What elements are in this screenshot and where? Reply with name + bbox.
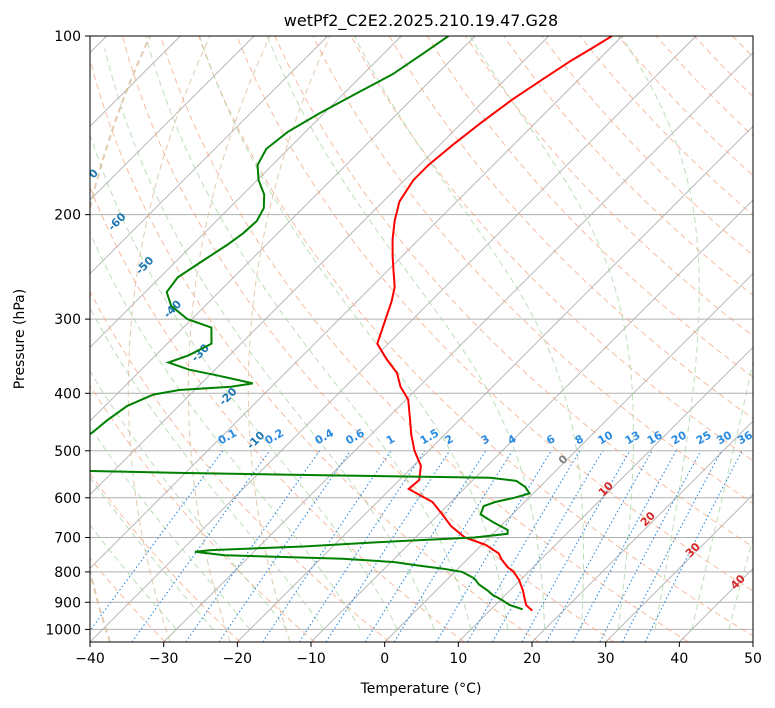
moist-adiabat-line bbox=[621, 36, 700, 630]
mixing-ratio-line bbox=[131, 450, 271, 642]
x-tick-label: −40 bbox=[75, 651, 105, 667]
dry-adiabat-line bbox=[503, 36, 753, 296]
x-tick-label: 50 bbox=[744, 651, 762, 667]
dry-adiabat-line bbox=[90, 472, 241, 642]
mixing-ratio-line bbox=[218, 450, 351, 642]
mixing-ratio-line bbox=[262, 450, 392, 642]
x-axis-label: Temperature (°C) bbox=[360, 681, 482, 697]
mixing-ratio-line bbox=[599, 450, 702, 642]
y-tick-label: 200 bbox=[54, 208, 81, 224]
dry-adiabat-line bbox=[388, 36, 753, 420]
plot-frame bbox=[89, 35, 754, 643]
isotherm-line bbox=[237, 125, 753, 642]
profile-lines bbox=[90, 36, 613, 612]
dry-adiabat-line bbox=[121, 36, 614, 642]
x-tick-label: 30 bbox=[597, 651, 615, 667]
thetae-line bbox=[90, 36, 151, 642]
x-tick-label: 0 bbox=[380, 651, 389, 667]
y-tick-label: 400 bbox=[54, 386, 81, 402]
moist-adiabat-line bbox=[266, 36, 546, 630]
x-tick-label: −10 bbox=[296, 651, 326, 667]
x-tick-label: 20 bbox=[523, 651, 541, 667]
thetae-line bbox=[247, 36, 331, 642]
x-axis: −40 −30 −20 −10 0 10 20 30 40 50 bbox=[75, 642, 762, 667]
y-axis: 100 200 300 400 500 600 700 800 900 1000 bbox=[45, 29, 90, 638]
isotherm-line bbox=[90, 36, 328, 275]
y-tick-label: 900 bbox=[54, 595, 81, 611]
mixing-ratio-line bbox=[325, 450, 451, 642]
isotherm-line bbox=[90, 36, 623, 569]
dry-adiabat-line bbox=[426, 36, 753, 378]
thetae-line bbox=[127, 36, 211, 642]
mixing-ratio-line bbox=[298, 450, 426, 642]
isotherm-line bbox=[458, 346, 753, 642]
mixing-ratio-label: 36 bbox=[735, 428, 755, 447]
isotherm-line bbox=[605, 494, 753, 642]
dry-adiabat-line bbox=[465, 36, 753, 337]
mixing-ratio-line bbox=[185, 450, 321, 642]
moist-adiabat-line bbox=[90, 306, 325, 630]
temperature-line bbox=[376, 36, 613, 612]
moist-adiabat-line bbox=[199, 36, 509, 630]
isotherm-line bbox=[90, 36, 476, 422]
y-tick-label: 500 bbox=[54, 444, 81, 460]
y-tick-label: 800 bbox=[54, 565, 81, 581]
dry-adiabat-line bbox=[160, 36, 689, 642]
x-tick-label: 40 bbox=[670, 651, 688, 667]
moist-adiabat-line bbox=[354, 36, 584, 630]
y-tick-label: 600 bbox=[54, 491, 81, 507]
dry-adiabat-line bbox=[236, 36, 753, 592]
moist-adiabat-line bbox=[90, 231, 361, 630]
mixing-ratio-line bbox=[644, 450, 743, 642]
mixing-ratio-line bbox=[521, 450, 631, 642]
x-tick-label: 10 bbox=[449, 651, 467, 667]
y-tick-label: 100 bbox=[54, 29, 81, 45]
y-tick-label: 300 bbox=[54, 312, 81, 328]
isotherm-line bbox=[90, 36, 697, 642]
dry-adiabat-line bbox=[274, 36, 753, 548]
dry-adiabat-line bbox=[312, 36, 753, 505]
moist-adiabat-line bbox=[728, 536, 753, 630]
y-tick-label: 1000 bbox=[45, 622, 81, 638]
thetae-line bbox=[187, 36, 271, 642]
x-tick-label: −30 bbox=[149, 651, 179, 667]
mixing-ratio-line bbox=[364, 450, 487, 642]
dry-adiabat-line bbox=[198, 36, 753, 637]
isotherm-line bbox=[90, 36, 549, 496]
x-tick-label: −20 bbox=[223, 651, 253, 667]
moist-adiabat-line bbox=[104, 48, 435, 630]
moist-adiabat-line bbox=[90, 476, 214, 630]
isotherm-line bbox=[90, 36, 402, 348]
isotherm-line bbox=[163, 52, 753, 642]
mixing-ratio-line bbox=[545, 450, 653, 642]
dry-adiabat-line bbox=[90, 57, 540, 642]
dry-adiabat-line bbox=[90, 290, 390, 642]
moist-adiabat-line bbox=[691, 360, 753, 630]
chart-title: wetPf2_C2E2.2025.210.19.47.G28 bbox=[284, 11, 558, 31]
y-axis-label: Pressure (hPa) bbox=[12, 289, 28, 389]
isotherm-line bbox=[531, 420, 753, 642]
moist-adiabat-line bbox=[469, 36, 634, 630]
background-lines bbox=[90, 36, 753, 642]
dry-adiabat-line bbox=[90, 384, 316, 642]
dewpoint-line bbox=[90, 36, 532, 611]
isotherm-line bbox=[384, 273, 753, 642]
mixing-ratio-line bbox=[90, 450, 224, 632]
dry-adiabat-line bbox=[90, 185, 465, 642]
moist-adiabat-line bbox=[90, 370, 288, 630]
isotherm-line bbox=[90, 36, 255, 201]
moist-adiabat-line bbox=[90, 133, 398, 630]
moist-adiabat-line bbox=[145, 36, 472, 630]
y-tick-label: 700 bbox=[54, 531, 81, 547]
height-label: -70 bbox=[78, 166, 101, 189]
mixing-ratio-line bbox=[572, 450, 677, 642]
dry-adiabat-line bbox=[350, 36, 753, 462]
